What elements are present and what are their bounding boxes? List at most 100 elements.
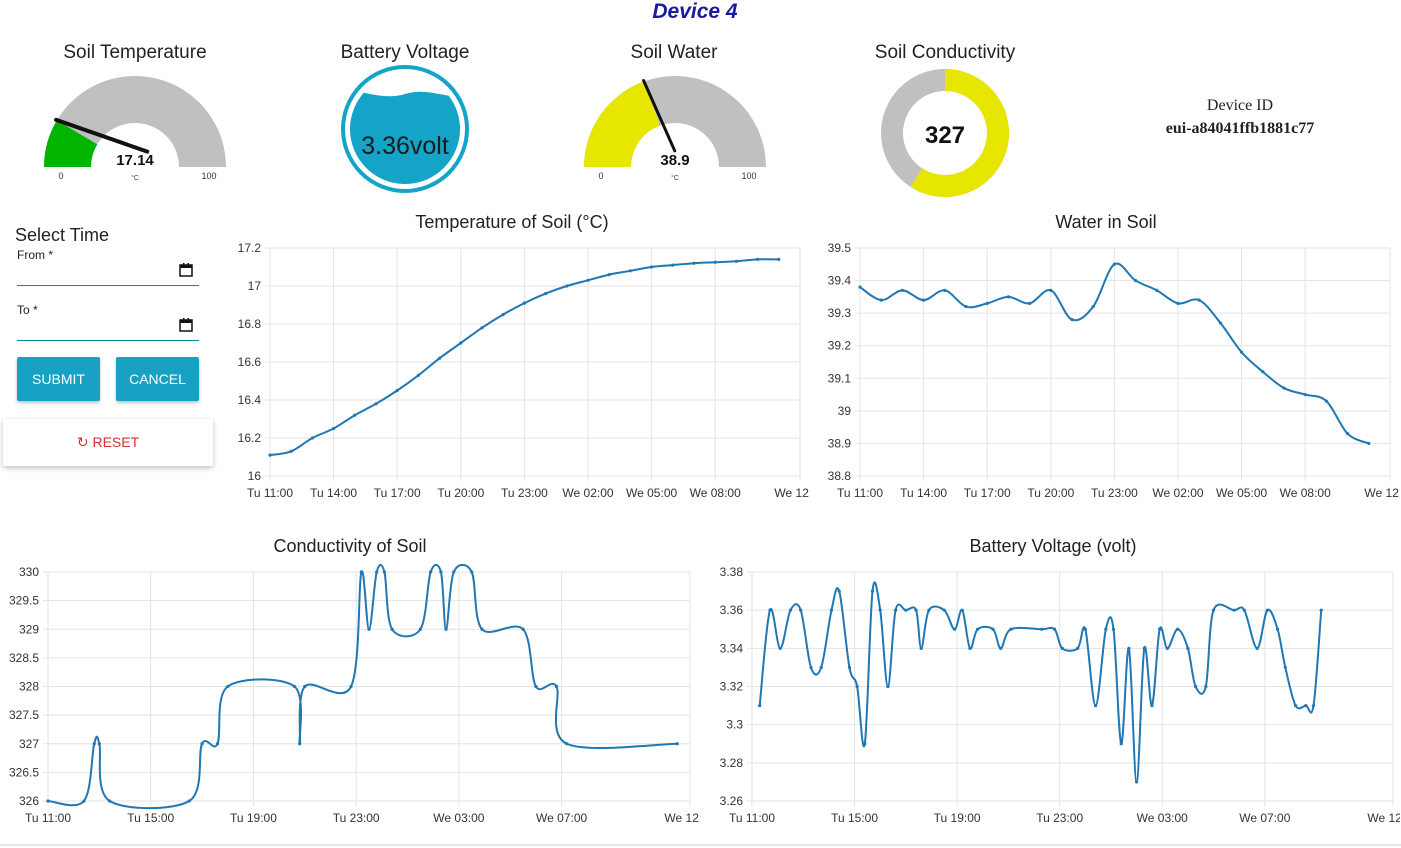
data-point bbox=[855, 684, 859, 689]
data-point bbox=[713, 260, 717, 264]
y-tick-label: 16.2 bbox=[238, 431, 262, 445]
y-tick-label: 327.5 bbox=[9, 708, 39, 722]
data-point bbox=[544, 292, 548, 296]
data-point bbox=[303, 684, 307, 689]
y-tick-label: 3.26 bbox=[720, 794, 744, 808]
data-point bbox=[1142, 646, 1146, 650]
to-label: To * bbox=[17, 303, 38, 317]
gauge-unit: °C bbox=[671, 174, 679, 182]
x-tick-label: We 07:00 bbox=[536, 811, 587, 825]
y-tick-label: 16.8 bbox=[238, 317, 262, 331]
data-point bbox=[1111, 627, 1116, 631]
data-point bbox=[886, 684, 890, 689]
x-tick-label: Tu 20:00 bbox=[1027, 486, 1074, 500]
x-tick-label: Tu 15:00 bbox=[831, 811, 878, 825]
x-tick-label: Tu 23:00 bbox=[1036, 811, 1083, 825]
data-point bbox=[1319, 608, 1323, 612]
cancel-button[interactable]: CANCEL bbox=[116, 357, 199, 401]
battery-chart: 3.26 3.28 3.3 3.32 3.34 3.36 3.38 Tu 11:00 Tu 15… bbox=[720, 565, 1400, 825]
soil-water-gauge: 38.9 °C 0 100 bbox=[584, 76, 766, 182]
from-date-input[interactable] bbox=[17, 260, 199, 286]
water-chart-title: Water in Soil bbox=[1055, 212, 1157, 232]
gauge-max: 100 bbox=[201, 171, 216, 181]
data-point bbox=[1304, 703, 1308, 708]
data-point bbox=[586, 278, 590, 282]
data-point bbox=[878, 608, 882, 612]
data-point bbox=[650, 265, 654, 269]
data-point bbox=[1197, 298, 1201, 302]
battery-chart-title: Battery Voltage (volt) bbox=[969, 536, 1137, 556]
y-tick-label: 3.38 bbox=[720, 565, 744, 579]
data-point bbox=[922, 298, 926, 302]
data-point bbox=[1093, 703, 1098, 708]
data-point bbox=[943, 288, 947, 292]
reset-label: RESET bbox=[92, 434, 140, 450]
data-point bbox=[991, 627, 995, 631]
calendar-icon[interactable] bbox=[179, 318, 193, 332]
soil-water-title: Soil Water bbox=[630, 42, 718, 63]
soil-conductivity-title: Soil Conductivity bbox=[874, 42, 1016, 63]
data-point bbox=[375, 570, 379, 574]
data-point bbox=[819, 665, 823, 670]
data-point bbox=[353, 413, 357, 417]
data-point bbox=[788, 608, 793, 612]
gauge-value: 38.9 bbox=[660, 152, 689, 169]
y-tick-label: 3.34 bbox=[720, 641, 744, 655]
y-tick-label: 326.5 bbox=[9, 765, 39, 779]
y-tick-label: 326 bbox=[19, 794, 39, 808]
device-id-label: Device ID bbox=[1206, 97, 1274, 114]
data-point bbox=[942, 608, 946, 612]
data-point bbox=[904, 608, 908, 612]
y-tick-label: 3.3 bbox=[726, 718, 743, 732]
x-tick-label: Tu 11:00 bbox=[729, 811, 775, 825]
y-tick-label: 328 bbox=[19, 680, 39, 694]
to-date-input[interactable] bbox=[17, 315, 199, 341]
data-point bbox=[1119, 742, 1123, 746]
x-tick-label: Tu 11:00 bbox=[837, 486, 883, 500]
data-point bbox=[1070, 318, 1074, 322]
data-point bbox=[1076, 646, 1080, 650]
data-point bbox=[395, 388, 399, 393]
data-point bbox=[418, 627, 422, 631]
x-tick-label: We 08:00 bbox=[1280, 486, 1331, 500]
data-point bbox=[1091, 305, 1095, 309]
submit-button[interactable]: SUBMIT bbox=[17, 357, 100, 401]
data-point bbox=[675, 742, 679, 746]
gauge-needle bbox=[642, 79, 677, 153]
y-tick-label: 16.4 bbox=[238, 393, 262, 407]
data-point bbox=[1282, 386, 1286, 390]
data-point bbox=[858, 285, 862, 289]
x-tick-label: Tu 20:00 bbox=[437, 486, 484, 500]
gauge-value: 327 bbox=[925, 122, 965, 149]
data-point bbox=[927, 608, 931, 612]
data-point bbox=[1367, 441, 1371, 446]
data-point bbox=[919, 646, 923, 650]
data-point bbox=[444, 627, 448, 631]
data-point bbox=[1324, 399, 1328, 403]
y-tick-label: 16.6 bbox=[238, 355, 262, 369]
data-point bbox=[976, 627, 980, 631]
data-point bbox=[1346, 432, 1350, 436]
data-point bbox=[452, 570, 456, 574]
data-point bbox=[1176, 301, 1180, 305]
data-point bbox=[1083, 627, 1087, 631]
x-tick-label: We 12:00 bbox=[1364, 486, 1400, 500]
data-point bbox=[534, 684, 538, 689]
gauge-value: 3.36volt bbox=[361, 132, 449, 160]
data-point bbox=[1040, 627, 1044, 631]
calendar-icon[interactable] bbox=[179, 263, 193, 277]
gauge-ring bbox=[341, 65, 469, 193]
x-tick-label: We 02:00 bbox=[1152, 486, 1203, 500]
data-point bbox=[268, 453, 272, 457]
reset-button[interactable]: ↻ RESET bbox=[3, 419, 213, 466]
gauge-min: 0 bbox=[598, 171, 603, 181]
select-time-heading: Select Time bbox=[15, 225, 110, 245]
x-tick-label: We 02:00 bbox=[562, 486, 613, 500]
data-point bbox=[200, 742, 204, 746]
data-point bbox=[1311, 703, 1316, 708]
x-tick-label: We 07:00 bbox=[1239, 811, 1290, 825]
data-point bbox=[522, 301, 526, 305]
data-point bbox=[390, 627, 394, 631]
data-point bbox=[1104, 627, 1108, 631]
data-point bbox=[768, 608, 772, 612]
